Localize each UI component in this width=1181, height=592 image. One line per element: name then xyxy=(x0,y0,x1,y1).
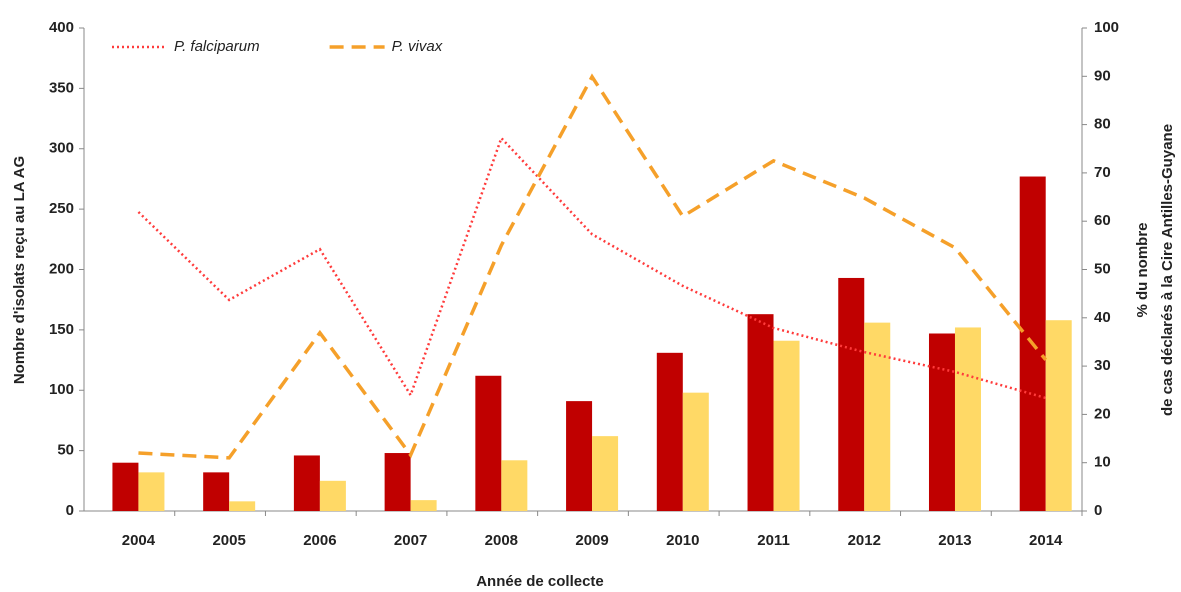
x-tick-label: 2004 xyxy=(122,532,156,549)
bar xyxy=(566,401,593,511)
y2-tick-label: 40 xyxy=(1094,309,1111,326)
x-axis-title: Année de collecte xyxy=(476,573,604,590)
y2-axis-title: % du nombre xyxy=(1134,222,1151,317)
x-tick-label: 2012 xyxy=(848,532,881,549)
bar xyxy=(229,501,256,511)
x-tick-label: 2009 xyxy=(575,532,608,549)
bar xyxy=(747,314,774,511)
bar xyxy=(112,462,139,511)
y-tick-label: 300 xyxy=(49,140,74,157)
y2-tick-label: 10 xyxy=(1094,454,1111,471)
x-tick-label: 2005 xyxy=(212,532,245,549)
bar xyxy=(656,352,683,511)
y2-tick-label: 90 xyxy=(1094,67,1111,84)
bar xyxy=(773,340,800,511)
y-tick-label: 100 xyxy=(49,381,74,398)
y-tick-label: 250 xyxy=(49,200,74,217)
legend-label: P. vivax xyxy=(392,38,443,55)
x-tick-label: 2011 xyxy=(757,532,790,549)
bar xyxy=(138,472,165,511)
y2-tick-label: 100 xyxy=(1094,19,1119,36)
y2-axis-title: de cas déclarés à la Cire Antilles-Guyan… xyxy=(1159,124,1176,416)
x-tick-label: 2010 xyxy=(666,532,699,549)
bar xyxy=(410,500,437,511)
y-axis-title: Nombre d'isolats reçu au LA AG xyxy=(11,156,28,384)
line xyxy=(138,73,1048,460)
bar xyxy=(501,460,528,511)
bar xyxy=(319,480,346,511)
y2-tick-label: 50 xyxy=(1094,260,1111,277)
y2-tick-label: 30 xyxy=(1094,357,1111,374)
bar xyxy=(928,333,955,511)
x-tick-label: 2008 xyxy=(485,532,518,549)
line xyxy=(137,135,1047,400)
y2-tick-label: 20 xyxy=(1094,405,1111,422)
y-tick-label: 400 xyxy=(49,19,74,36)
bar xyxy=(1045,320,1072,511)
bar xyxy=(475,375,502,511)
y-tick-label: 0 xyxy=(66,502,74,519)
bar xyxy=(384,453,411,511)
bar xyxy=(864,322,891,511)
y2-tick-label: 70 xyxy=(1094,164,1111,181)
bar xyxy=(293,455,320,511)
x-tick-label: 2014 xyxy=(1029,532,1063,549)
y-tick-label: 50 xyxy=(57,442,74,459)
bar xyxy=(682,392,709,511)
bar xyxy=(954,327,981,511)
legend-label: P. falciparum xyxy=(174,38,260,55)
y-tick-label: 200 xyxy=(49,260,74,277)
y-tick-label: 150 xyxy=(49,321,74,338)
bar xyxy=(592,436,619,511)
bar xyxy=(838,277,865,511)
y-tick-label: 350 xyxy=(49,79,74,96)
y2-tick-label: 80 xyxy=(1094,116,1111,133)
x-tick-label: 2006 xyxy=(303,532,336,549)
y2-tick-label: 60 xyxy=(1094,212,1111,229)
x-tick-label: 2007 xyxy=(394,532,427,549)
y2-tick-label: 0 xyxy=(1094,502,1102,519)
x-tick-label: 2013 xyxy=(938,532,971,549)
bar xyxy=(203,472,230,511)
